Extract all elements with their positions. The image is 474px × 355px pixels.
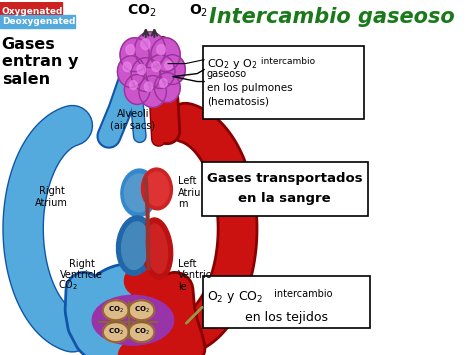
Ellipse shape bbox=[145, 172, 169, 206]
Circle shape bbox=[160, 55, 185, 84]
Text: intercambio: intercambio bbox=[258, 57, 315, 66]
Ellipse shape bbox=[128, 300, 155, 320]
Text: (hematosis): (hematosis) bbox=[207, 97, 269, 106]
Text: Left
Ventric
le: Left Ventric le bbox=[178, 258, 212, 292]
Bar bbox=[0, 15, 75, 28]
Circle shape bbox=[155, 72, 180, 103]
Circle shape bbox=[118, 56, 145, 88]
Text: Right
Ventricle: Right Ventricle bbox=[60, 258, 103, 280]
Ellipse shape bbox=[122, 222, 149, 269]
Circle shape bbox=[139, 76, 166, 108]
Ellipse shape bbox=[103, 300, 128, 320]
Ellipse shape bbox=[103, 322, 128, 342]
Circle shape bbox=[160, 55, 185, 84]
Circle shape bbox=[120, 38, 149, 72]
Bar bbox=[0, 2, 62, 15]
Text: intercambio: intercambio bbox=[271, 289, 332, 299]
Circle shape bbox=[160, 78, 167, 88]
Text: Oxygenated: Oxygenated bbox=[2, 7, 63, 16]
Text: CO$_2$: CO$_2$ bbox=[127, 3, 156, 19]
Circle shape bbox=[135, 32, 165, 67]
Text: en los pulmones: en los pulmones bbox=[207, 82, 292, 93]
Circle shape bbox=[151, 38, 180, 72]
Ellipse shape bbox=[146, 224, 167, 273]
Circle shape bbox=[145, 82, 153, 92]
FancyBboxPatch shape bbox=[201, 162, 368, 216]
Text: O$_2$: O$_2$ bbox=[189, 3, 208, 19]
Circle shape bbox=[157, 44, 165, 55]
Text: en la sangre: en la sangre bbox=[238, 192, 331, 206]
Ellipse shape bbox=[128, 322, 155, 342]
Text: CO$_2$: CO$_2$ bbox=[58, 278, 79, 292]
FancyBboxPatch shape bbox=[203, 277, 370, 328]
Circle shape bbox=[137, 65, 146, 75]
Ellipse shape bbox=[117, 216, 155, 275]
Circle shape bbox=[146, 55, 175, 88]
Circle shape bbox=[151, 38, 180, 72]
Circle shape bbox=[148, 58, 173, 86]
Circle shape bbox=[141, 39, 150, 50]
Circle shape bbox=[129, 81, 137, 89]
Text: en los tejidos: en los tejidos bbox=[245, 311, 328, 324]
Circle shape bbox=[124, 75, 150, 104]
Text: Intercambio gaseoso: Intercambio gaseoso bbox=[209, 7, 455, 27]
Circle shape bbox=[123, 62, 131, 72]
Circle shape bbox=[152, 61, 160, 72]
Circle shape bbox=[131, 58, 160, 92]
Circle shape bbox=[164, 61, 173, 70]
Text: Gases transportados: Gases transportados bbox=[207, 173, 363, 186]
FancyBboxPatch shape bbox=[203, 46, 364, 119]
Text: Gases
entran y
salen: Gases entran y salen bbox=[2, 37, 78, 87]
Text: O$_2$ y CO$_2$: O$_2$ y CO$_2$ bbox=[207, 289, 263, 305]
Text: Left
Atriu
m: Left Atriu m bbox=[178, 176, 202, 209]
Text: CO$_2$: CO$_2$ bbox=[108, 327, 124, 337]
Ellipse shape bbox=[141, 218, 173, 279]
Text: gaseoso: gaseoso bbox=[207, 69, 247, 78]
Circle shape bbox=[126, 44, 135, 55]
Text: Right
Atrium: Right Atrium bbox=[35, 186, 68, 208]
Ellipse shape bbox=[92, 295, 173, 345]
Text: CO$_2$: CO$_2$ bbox=[134, 327, 149, 337]
Circle shape bbox=[155, 72, 180, 103]
Ellipse shape bbox=[124, 174, 154, 212]
Ellipse shape bbox=[121, 169, 157, 217]
Text: Alveoli
(air sacs): Alveoli (air sacs) bbox=[110, 109, 155, 131]
Text: CO$_2$ y O$_2$: CO$_2$ y O$_2$ bbox=[207, 57, 257, 71]
Text: CO$_2$: CO$_2$ bbox=[134, 305, 149, 315]
Ellipse shape bbox=[141, 168, 173, 210]
Text: Deoxygenated: Deoxygenated bbox=[2, 17, 75, 26]
Text: CO$_2$: CO$_2$ bbox=[108, 305, 124, 315]
